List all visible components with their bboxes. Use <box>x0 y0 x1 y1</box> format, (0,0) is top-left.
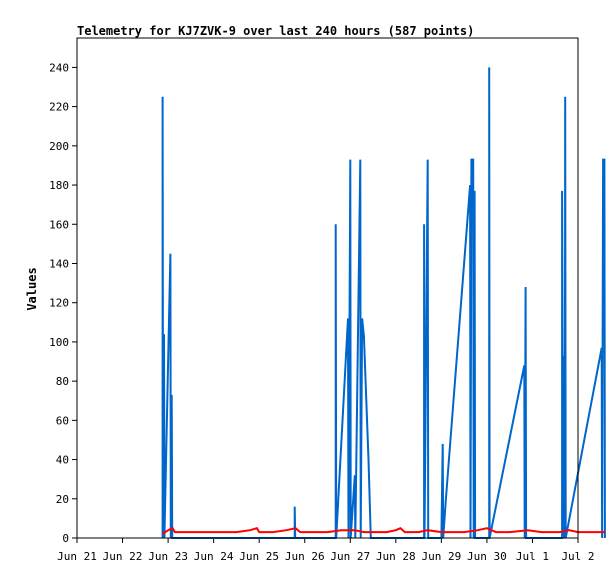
y-tick-label: 120 <box>49 297 69 310</box>
x-tick-label: Jun 28 <box>376 550 416 563</box>
y-tick-label: 20 <box>56 493 69 506</box>
x-tick-label: Jun 30 <box>467 550 507 563</box>
x-tick-label: Jun 21 <box>57 550 97 563</box>
y-tick-label: 140 <box>49 257 69 270</box>
y-tick-label: 100 <box>49 336 69 349</box>
x-tick-label: Jun 24 <box>194 550 234 563</box>
y-tick-label: 240 <box>49 61 69 74</box>
y-tick-label: 80 <box>56 375 69 388</box>
y-tick-label: 60 <box>56 414 69 427</box>
series-line-0 <box>161 67 606 539</box>
y-tick-label: 160 <box>49 218 69 231</box>
axis-ticks: 0 20 40 60 80 100 120 140 160 180 200 220 240 Jun 21 J… <box>49 61 594 563</box>
x-tick-label: Jun 22 <box>103 550 143 563</box>
x-tick-label: Jun 23 <box>148 550 188 563</box>
y-tick-label: 200 <box>49 140 69 153</box>
x-tick-label: Jun 27 <box>330 550 370 563</box>
y-axis-label: Values <box>25 267 39 310</box>
y-tick-label: 180 <box>49 179 69 192</box>
x-tick-label: Jun 25 <box>239 550 279 563</box>
y-tick-label: 0 <box>62 532 69 545</box>
y-tick-label: 40 <box>56 454 69 467</box>
y-tick-label: 220 <box>49 101 69 114</box>
x-tick-label: Jun 26 <box>285 550 325 563</box>
x-tick-label: Jul 1 <box>516 550 549 563</box>
series-line-1 <box>162 526 605 535</box>
series-group <box>161 67 606 539</box>
x-tick-label: Jul 2 <box>561 550 594 563</box>
plot-frame <box>76 37 579 539</box>
x-tick-label: Jun 29 <box>421 550 461 563</box>
chart-title: Telemetry for KJ7ZVK-9 over last 240 hou… <box>77 24 474 38</box>
